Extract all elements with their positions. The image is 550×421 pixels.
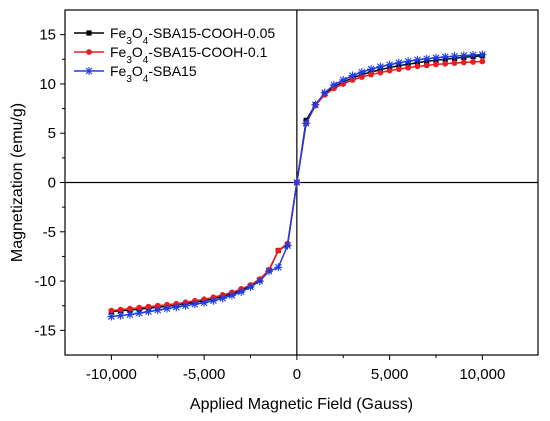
data-point — [404, 57, 413, 66]
legend-label: Fe3O4-SBA15-COOH-0.1 — [110, 44, 268, 66]
y-tick-label: 10 — [39, 76, 56, 93]
data-point — [136, 304, 143, 311]
data-point — [451, 60, 458, 66]
data-point — [478, 50, 487, 59]
data-point — [329, 80, 338, 89]
data-point — [311, 100, 320, 109]
data-point — [423, 62, 430, 69]
legend-marker — [86, 49, 92, 55]
legend-label: Fe3O4-SBA15-COOH-0.05 — [110, 25, 275, 47]
data-point — [153, 306, 162, 315]
data-point — [107, 312, 116, 321]
data-point — [283, 241, 292, 250]
x-tick-label: 10,000 — [459, 366, 505, 383]
data-point — [320, 88, 329, 97]
data-point — [469, 51, 478, 60]
legend-item-2: Fe3O4-SBA15-COOH-0.1 — [74, 44, 268, 66]
data-point — [385, 60, 394, 69]
data-point — [386, 67, 393, 74]
legend-label: Fe3O4-SBA15 — [110, 63, 197, 85]
x-axis-title: Applied Magnetic Field (Gauss) — [190, 396, 413, 413]
data-point — [274, 263, 283, 272]
x-tick-label: -10,000 — [86, 366, 137, 383]
data-point — [357, 68, 366, 77]
y-tick-label: -15 — [34, 322, 56, 339]
data-point — [460, 59, 467, 66]
legend-marker — [85, 67, 93, 75]
data-point — [125, 310, 134, 319]
series-layer — [107, 50, 487, 321]
data-point — [135, 309, 144, 318]
data-point — [200, 298, 209, 307]
data-point — [181, 301, 190, 310]
y-tick-label: -5 — [43, 224, 56, 241]
data-point — [116, 311, 125, 320]
data-point — [431, 53, 440, 62]
y-axis-title: Magnetization (emu/g) — [9, 103, 26, 262]
x-axis: -10,000 -5,000 0 5,000 10,000 — [86, 355, 505, 383]
y-tick-label: -10 — [34, 273, 56, 290]
data-point — [302, 119, 311, 128]
data-point — [348, 71, 357, 80]
data-point — [227, 291, 236, 300]
data-point — [339, 75, 348, 84]
data-point — [108, 307, 115, 314]
legend-item-3: Fe3O4-SBA15 — [74, 63, 197, 85]
data-point — [209, 296, 218, 305]
data-point — [405, 64, 412, 71]
data-point — [479, 58, 486, 65]
data-point — [144, 307, 153, 316]
series-3 — [107, 50, 487, 321]
data-point — [292, 178, 301, 187]
data-point — [190, 300, 199, 309]
legend: Fe3O4-SBA15-COOH-0.05Fe3O4-SBA15-COOH-0.… — [74, 25, 275, 85]
data-point — [422, 54, 431, 63]
data-point — [163, 304, 172, 313]
x-tick-label: 5,000 — [371, 366, 409, 383]
data-point — [450, 52, 459, 61]
data-point — [117, 306, 124, 313]
data-point — [275, 247, 282, 254]
data-point — [265, 267, 274, 276]
data-point — [145, 303, 152, 310]
data-point — [441, 52, 450, 61]
legend-marker — [86, 30, 92, 36]
data-point — [376, 62, 385, 71]
data-point — [459, 51, 468, 60]
legend-item-1: Fe3O4-SBA15-COOH-0.05 — [74, 25, 275, 47]
data-point — [218, 294, 227, 303]
x-tick-label: 0 — [293, 366, 301, 383]
data-point — [368, 71, 374, 78]
data-point — [172, 303, 181, 312]
y-tick-label: 15 — [39, 27, 56, 44]
data-point — [358, 74, 365, 80]
data-point — [433, 61, 439, 68]
data-point — [255, 277, 264, 286]
data-point — [470, 59, 476, 65]
x-tick-label: -5,000 — [183, 366, 226, 383]
data-point — [237, 287, 246, 296]
data-point — [395, 66, 402, 73]
y-tick-label: 5 — [48, 125, 56, 142]
data-point — [377, 69, 384, 76]
data-point — [246, 282, 255, 291]
data-point — [349, 77, 356, 83]
data-point — [154, 302, 161, 309]
data-point — [413, 55, 422, 64]
data-point — [414, 63, 421, 70]
data-point — [127, 305, 133, 312]
y-tick-label: 0 — [48, 175, 56, 192]
y-axis: -15 -10 -5 0 5 10 15 — [34, 27, 65, 339]
data-point — [367, 65, 376, 74]
data-point — [442, 60, 449, 67]
data-point — [394, 58, 403, 67]
